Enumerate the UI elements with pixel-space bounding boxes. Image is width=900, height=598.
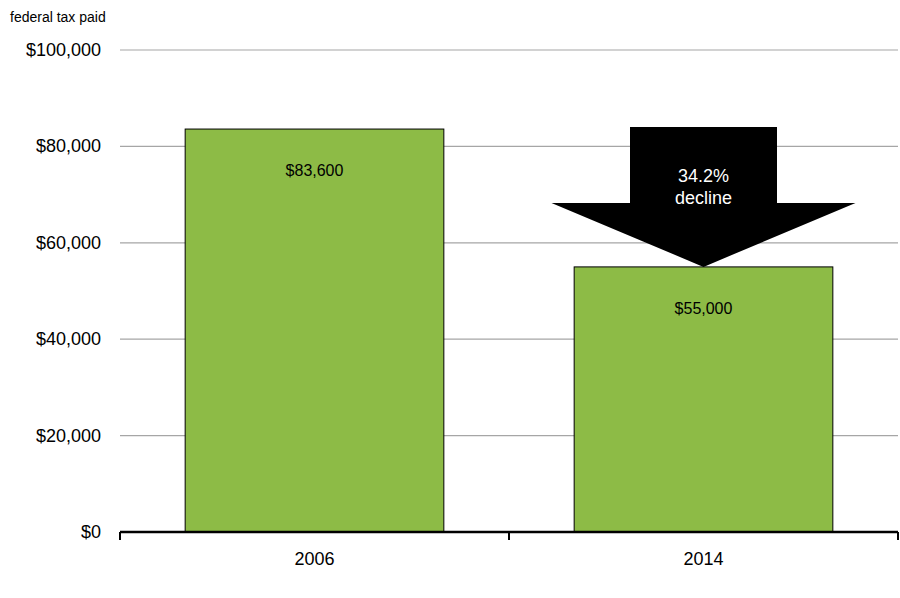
x-tick xyxy=(119,532,121,540)
chart: federal tax paid $0 $20,000 $40,000 $60,000 $… xyxy=(0,0,900,598)
annotation-line: decline xyxy=(675,188,732,208)
grid xyxy=(120,50,898,532)
y-tick-label: $40,000 xyxy=(36,329,101,349)
x-tick-label: 2006 xyxy=(294,549,334,569)
x-tick xyxy=(508,532,510,540)
grid-line xyxy=(120,49,898,50)
y-tick-label: $100,000 xyxy=(26,40,101,60)
annotation-line: 34.2% xyxy=(678,166,729,186)
y-tick-label: $60,000 xyxy=(36,233,101,253)
annotation-arrow xyxy=(552,127,856,267)
data-label: $83,600 xyxy=(286,162,344,179)
data-label: $55,000 xyxy=(675,300,733,317)
y-axis-label: federal tax paid xyxy=(10,9,106,25)
y-tick-label: $20,000 xyxy=(36,426,101,446)
annotation: 34.2%decline xyxy=(675,166,732,208)
x-tick xyxy=(897,532,899,540)
bar xyxy=(574,267,833,532)
x-tick-label: 2014 xyxy=(683,549,723,569)
y-tick-label: $0 xyxy=(81,522,101,542)
bar xyxy=(185,129,444,532)
y-tick-label: $80,000 xyxy=(36,136,101,156)
